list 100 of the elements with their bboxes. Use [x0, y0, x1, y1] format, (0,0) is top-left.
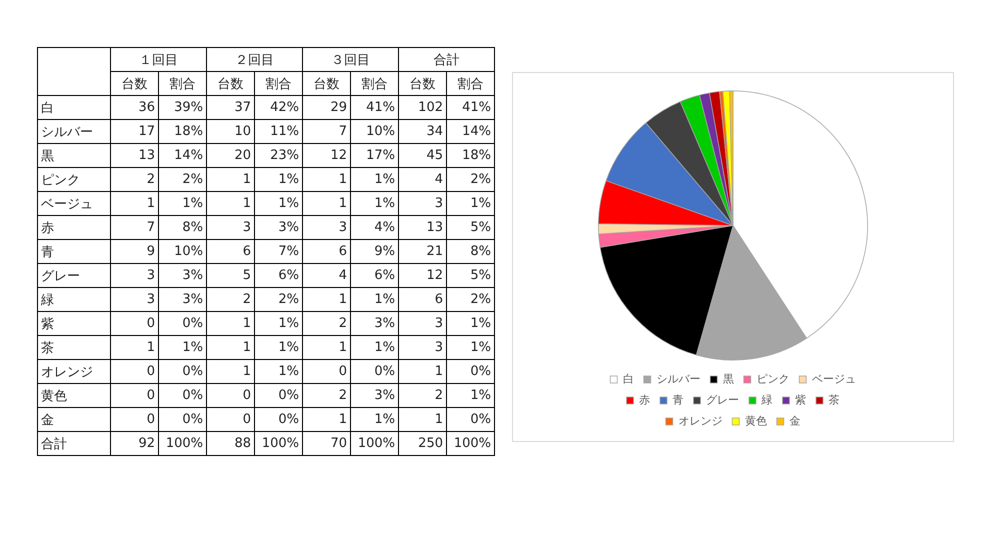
text: 1	[242, 196, 251, 211]
text: 1	[338, 196, 347, 211]
category-label: 青	[41, 244, 54, 260]
category-label: 台数	[110, 72, 158, 96]
text: 3	[434, 340, 443, 355]
text: 0	[146, 364, 155, 379]
text: 18%	[462, 148, 491, 163]
category-label: ベージュ	[41, 196, 93, 212]
text: 3	[434, 196, 443, 211]
text: 17	[138, 124, 155, 139]
text: 合計	[398, 48, 494, 72]
text: 2	[338, 388, 347, 403]
text: 1%	[470, 196, 491, 211]
text: 1	[242, 316, 251, 331]
text: 45	[426, 148, 443, 163]
text: 88	[234, 436, 251, 451]
text: ２回目	[206, 48, 302, 72]
legend-label: 白	[622, 372, 634, 386]
text: 1	[242, 364, 251, 379]
text: 1	[338, 292, 347, 307]
text: 14%	[462, 124, 491, 139]
text: 1%	[374, 172, 395, 187]
text: 23%	[270, 148, 299, 163]
text: 4%	[374, 220, 395, 235]
text: 70	[330, 436, 347, 451]
text: 1%	[470, 340, 491, 355]
text: 100%	[454, 436, 491, 451]
text: 7%	[278, 244, 299, 259]
legend-label: オレンジ	[678, 414, 722, 428]
text: 7	[338, 124, 347, 139]
category-label: 割合	[158, 72, 206, 96]
text: 1%	[278, 172, 299, 187]
category-label: 黒	[41, 148, 54, 164]
text: ３回目	[302, 48, 398, 72]
text: 250	[418, 436, 443, 451]
text: 6	[338, 244, 347, 259]
category-label: 割合	[350, 72, 398, 96]
text: 1%	[278, 316, 299, 331]
text: 1	[146, 340, 155, 355]
text: 1%	[278, 196, 299, 211]
category-label: ピンク	[41, 172, 80, 188]
text: 100%	[358, 436, 395, 451]
text: 4	[338, 268, 347, 283]
text: 3%	[374, 316, 395, 331]
category-label: 茶	[41, 340, 54, 356]
text: 4	[434, 172, 443, 187]
category-label: シルバー	[41, 124, 93, 140]
text: 0	[242, 412, 251, 427]
text: 2%	[182, 172, 203, 187]
text: 1	[242, 172, 251, 187]
text: 100%	[262, 436, 299, 451]
text: 1%	[182, 340, 203, 355]
text: 0	[146, 316, 155, 331]
text: 1%	[374, 292, 395, 307]
text: 1%	[182, 196, 203, 211]
text: 11%	[270, 124, 299, 139]
text: 2	[146, 172, 155, 187]
text: 3%	[374, 388, 395, 403]
text: 3%	[182, 268, 203, 283]
text: 0%	[278, 388, 299, 403]
legend-label: ピンク	[756, 372, 790, 386]
category-label: 台数	[398, 72, 446, 96]
text: 17%	[366, 148, 395, 163]
text: 5%	[470, 268, 491, 283]
category-label: 台数	[206, 72, 254, 96]
text: 0	[338, 364, 347, 379]
text: 3	[338, 220, 347, 235]
text: 39%	[174, 100, 203, 115]
category-label: 緑	[41, 292, 54, 308]
text: 18%	[174, 124, 203, 139]
text: 0%	[470, 364, 491, 379]
text: 0	[242, 388, 251, 403]
text: 9%	[374, 244, 395, 259]
text: 29	[330, 100, 347, 115]
legend-label: グレー	[706, 393, 739, 406]
text: 13	[138, 148, 155, 163]
text: 41%	[462, 100, 491, 115]
text: 1%	[278, 340, 299, 355]
category-label: 割合	[446, 72, 494, 96]
text: 1	[242, 340, 251, 355]
text: 0	[146, 388, 155, 403]
text: 1	[146, 196, 155, 211]
category-label: オレンジ	[41, 364, 93, 380]
text: 36	[138, 100, 155, 115]
text: 41%	[366, 100, 395, 115]
text: 3%	[278, 220, 299, 235]
text: 5%	[470, 220, 491, 235]
legend-label: 紫	[795, 393, 806, 406]
text: 0%	[182, 412, 203, 427]
text: 6%	[278, 268, 299, 283]
text: 6%	[374, 268, 395, 283]
text: 10	[234, 124, 251, 139]
legend-label: 赤	[639, 393, 650, 406]
text: 100%	[166, 436, 203, 451]
text: 2%	[278, 292, 299, 307]
text: 1%	[374, 412, 395, 427]
text: 14%	[174, 148, 203, 163]
category-label: 赤	[41, 220, 54, 236]
category-label: 金	[41, 412, 54, 428]
text: 10%	[366, 124, 395, 139]
